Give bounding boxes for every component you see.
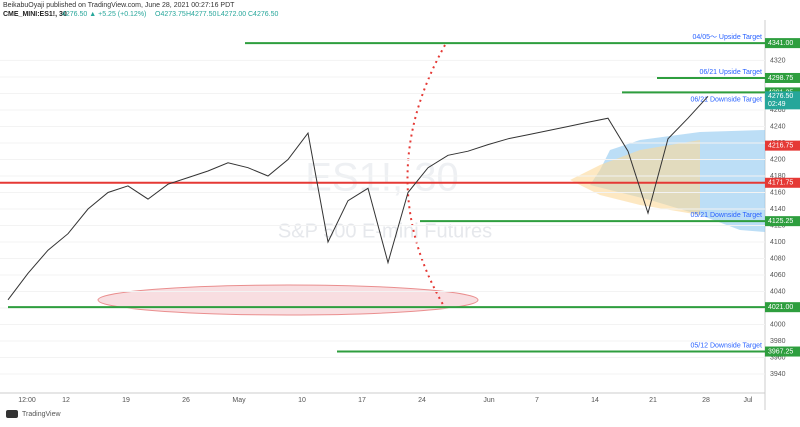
time-tick-label: 12 — [62, 397, 70, 404]
plot: 3940396039804000402040404060408041004120… — [0, 34, 800, 404]
price-label-box — [765, 177, 800, 188]
price-tick-label: 4320 — [770, 57, 786, 64]
time-tick-label: 10 — [298, 397, 306, 404]
ma-label-box — [765, 140, 800, 151]
price-label: 4021.00 — [768, 304, 793, 311]
symbol: CME_MINI:ES1!, 30 — [3, 11, 67, 18]
price-label-box — [765, 72, 800, 83]
time-tick-label: Jul — [744, 397, 753, 404]
target-text: 06/21 Upside Target — [699, 69, 762, 76]
ohlc-value: H4277.50 — [186, 11, 216, 18]
time-tick-label: 24 — [418, 397, 426, 404]
target-text: 06/21 Downside Target — [691, 96, 763, 103]
time-tick-label: 21 — [649, 397, 657, 404]
price-label: 4298.75 — [768, 75, 793, 82]
price-line — [7, 95, 709, 301]
ma-label: 4216.75 — [768, 142, 793, 149]
brand-logo — [6, 410, 18, 418]
price-label: 4125.25 — [768, 218, 793, 225]
price-label-box — [765, 216, 800, 227]
price-label: 4341.00 — [768, 40, 793, 47]
price-tick-label: 4140 — [770, 206, 786, 213]
ohlc-value: C4276.50 — [248, 11, 278, 18]
time-tick-label: 26 — [182, 397, 190, 404]
price-tick-label: 3980 — [770, 338, 786, 345]
highlight-ellipse — [97, 284, 479, 316]
price-label: 4171.75 — [768, 180, 793, 187]
time-tick-label: Jun — [483, 397, 494, 404]
price-label-box — [765, 38, 800, 49]
dotted-arc — [406, 44, 446, 309]
price-tick-label: 4060 — [770, 272, 786, 279]
last-price: 4276.50 — [768, 93, 793, 100]
target-text: 05/21 Downside Target — [691, 212, 763, 219]
time-tick-label: 28 — [702, 397, 710, 404]
time-tick-label: 12:00 — [18, 397, 36, 404]
time-tick-label: 17 — [358, 397, 366, 404]
price-tick-label: 4080 — [770, 255, 786, 262]
watermark-name: S&P 500 E-mini Futures — [278, 220, 492, 242]
target-text: 05/12 Downside Target — [691, 342, 763, 349]
price-tick-label: 4200 — [770, 156, 786, 163]
price-tick-label: 4180 — [770, 173, 786, 180]
target-text: 04/05〜 Upside Target — [692, 34, 762, 41]
ohlc-value: L4272.00 — [217, 11, 246, 18]
countdown: 02:49 — [768, 101, 786, 108]
price-tick-label: 4000 — [770, 321, 786, 328]
price-label-box — [765, 346, 800, 357]
publisher: BeikabuOyaji published on TradingView.co… — [3, 2, 235, 9]
price-tick-label: 4160 — [770, 189, 786, 196]
price-tick-label: 4040 — [770, 288, 786, 295]
price-tick-label: 4240 — [770, 123, 786, 130]
price-tick-label: 4260 — [770, 107, 786, 114]
time-tick-label: 19 — [122, 397, 130, 404]
brand: TradingView — [22, 411, 61, 418]
time-tick-label: 14 — [591, 397, 599, 404]
price-tick-label: 3960 — [770, 354, 786, 361]
price-label: 3967.25 — [768, 348, 793, 355]
ohlc: O4273.75 H4277.50 L4272.00 C4276.50 — [155, 11, 278, 18]
time-tick-label: May — [232, 397, 246, 404]
ohlc-value: O4273.75 — [155, 11, 186, 18]
quote: 4276.50 ▲ +5.25 (+0.12%) — [62, 11, 146, 18]
price-label-box — [765, 302, 800, 313]
last-price-box — [765, 91, 800, 110]
time-tick-label: 7 — [535, 397, 539, 404]
price-tick-label: 4100 — [770, 239, 786, 246]
price-tick-label: 3940 — [770, 371, 786, 378]
volume-profile-value — [570, 140, 700, 215]
